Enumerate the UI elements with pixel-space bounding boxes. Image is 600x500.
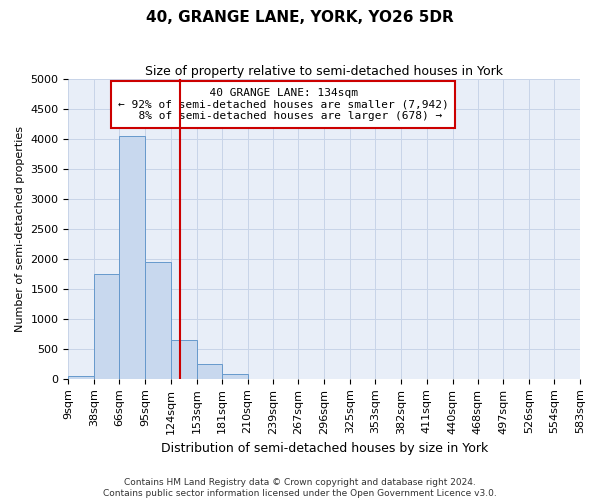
- Bar: [197, 364, 222, 379]
- Text: 40, GRANGE LANE, YORK, YO26 5DR: 40, GRANGE LANE, YORK, YO26 5DR: [146, 10, 454, 25]
- Bar: [119, 136, 145, 379]
- Text: Contains HM Land Registry data © Crown copyright and database right 2024.
Contai: Contains HM Land Registry data © Crown c…: [103, 478, 497, 498]
- Text: 40 GRANGE LANE: 134sqm  
← 92% of semi-detached houses are smaller (7,942)
  8% : 40 GRANGE LANE: 134sqm ← 92% of semi-det…: [118, 88, 449, 122]
- Bar: [68, 376, 94, 379]
- Bar: [145, 262, 171, 379]
- Bar: [171, 340, 197, 379]
- X-axis label: Distribution of semi-detached houses by size in York: Distribution of semi-detached houses by …: [161, 442, 488, 455]
- Bar: [222, 374, 248, 379]
- Bar: [94, 274, 119, 379]
- Y-axis label: Number of semi-detached properties: Number of semi-detached properties: [15, 126, 25, 332]
- Title: Size of property relative to semi-detached houses in York: Size of property relative to semi-detach…: [145, 65, 503, 78]
